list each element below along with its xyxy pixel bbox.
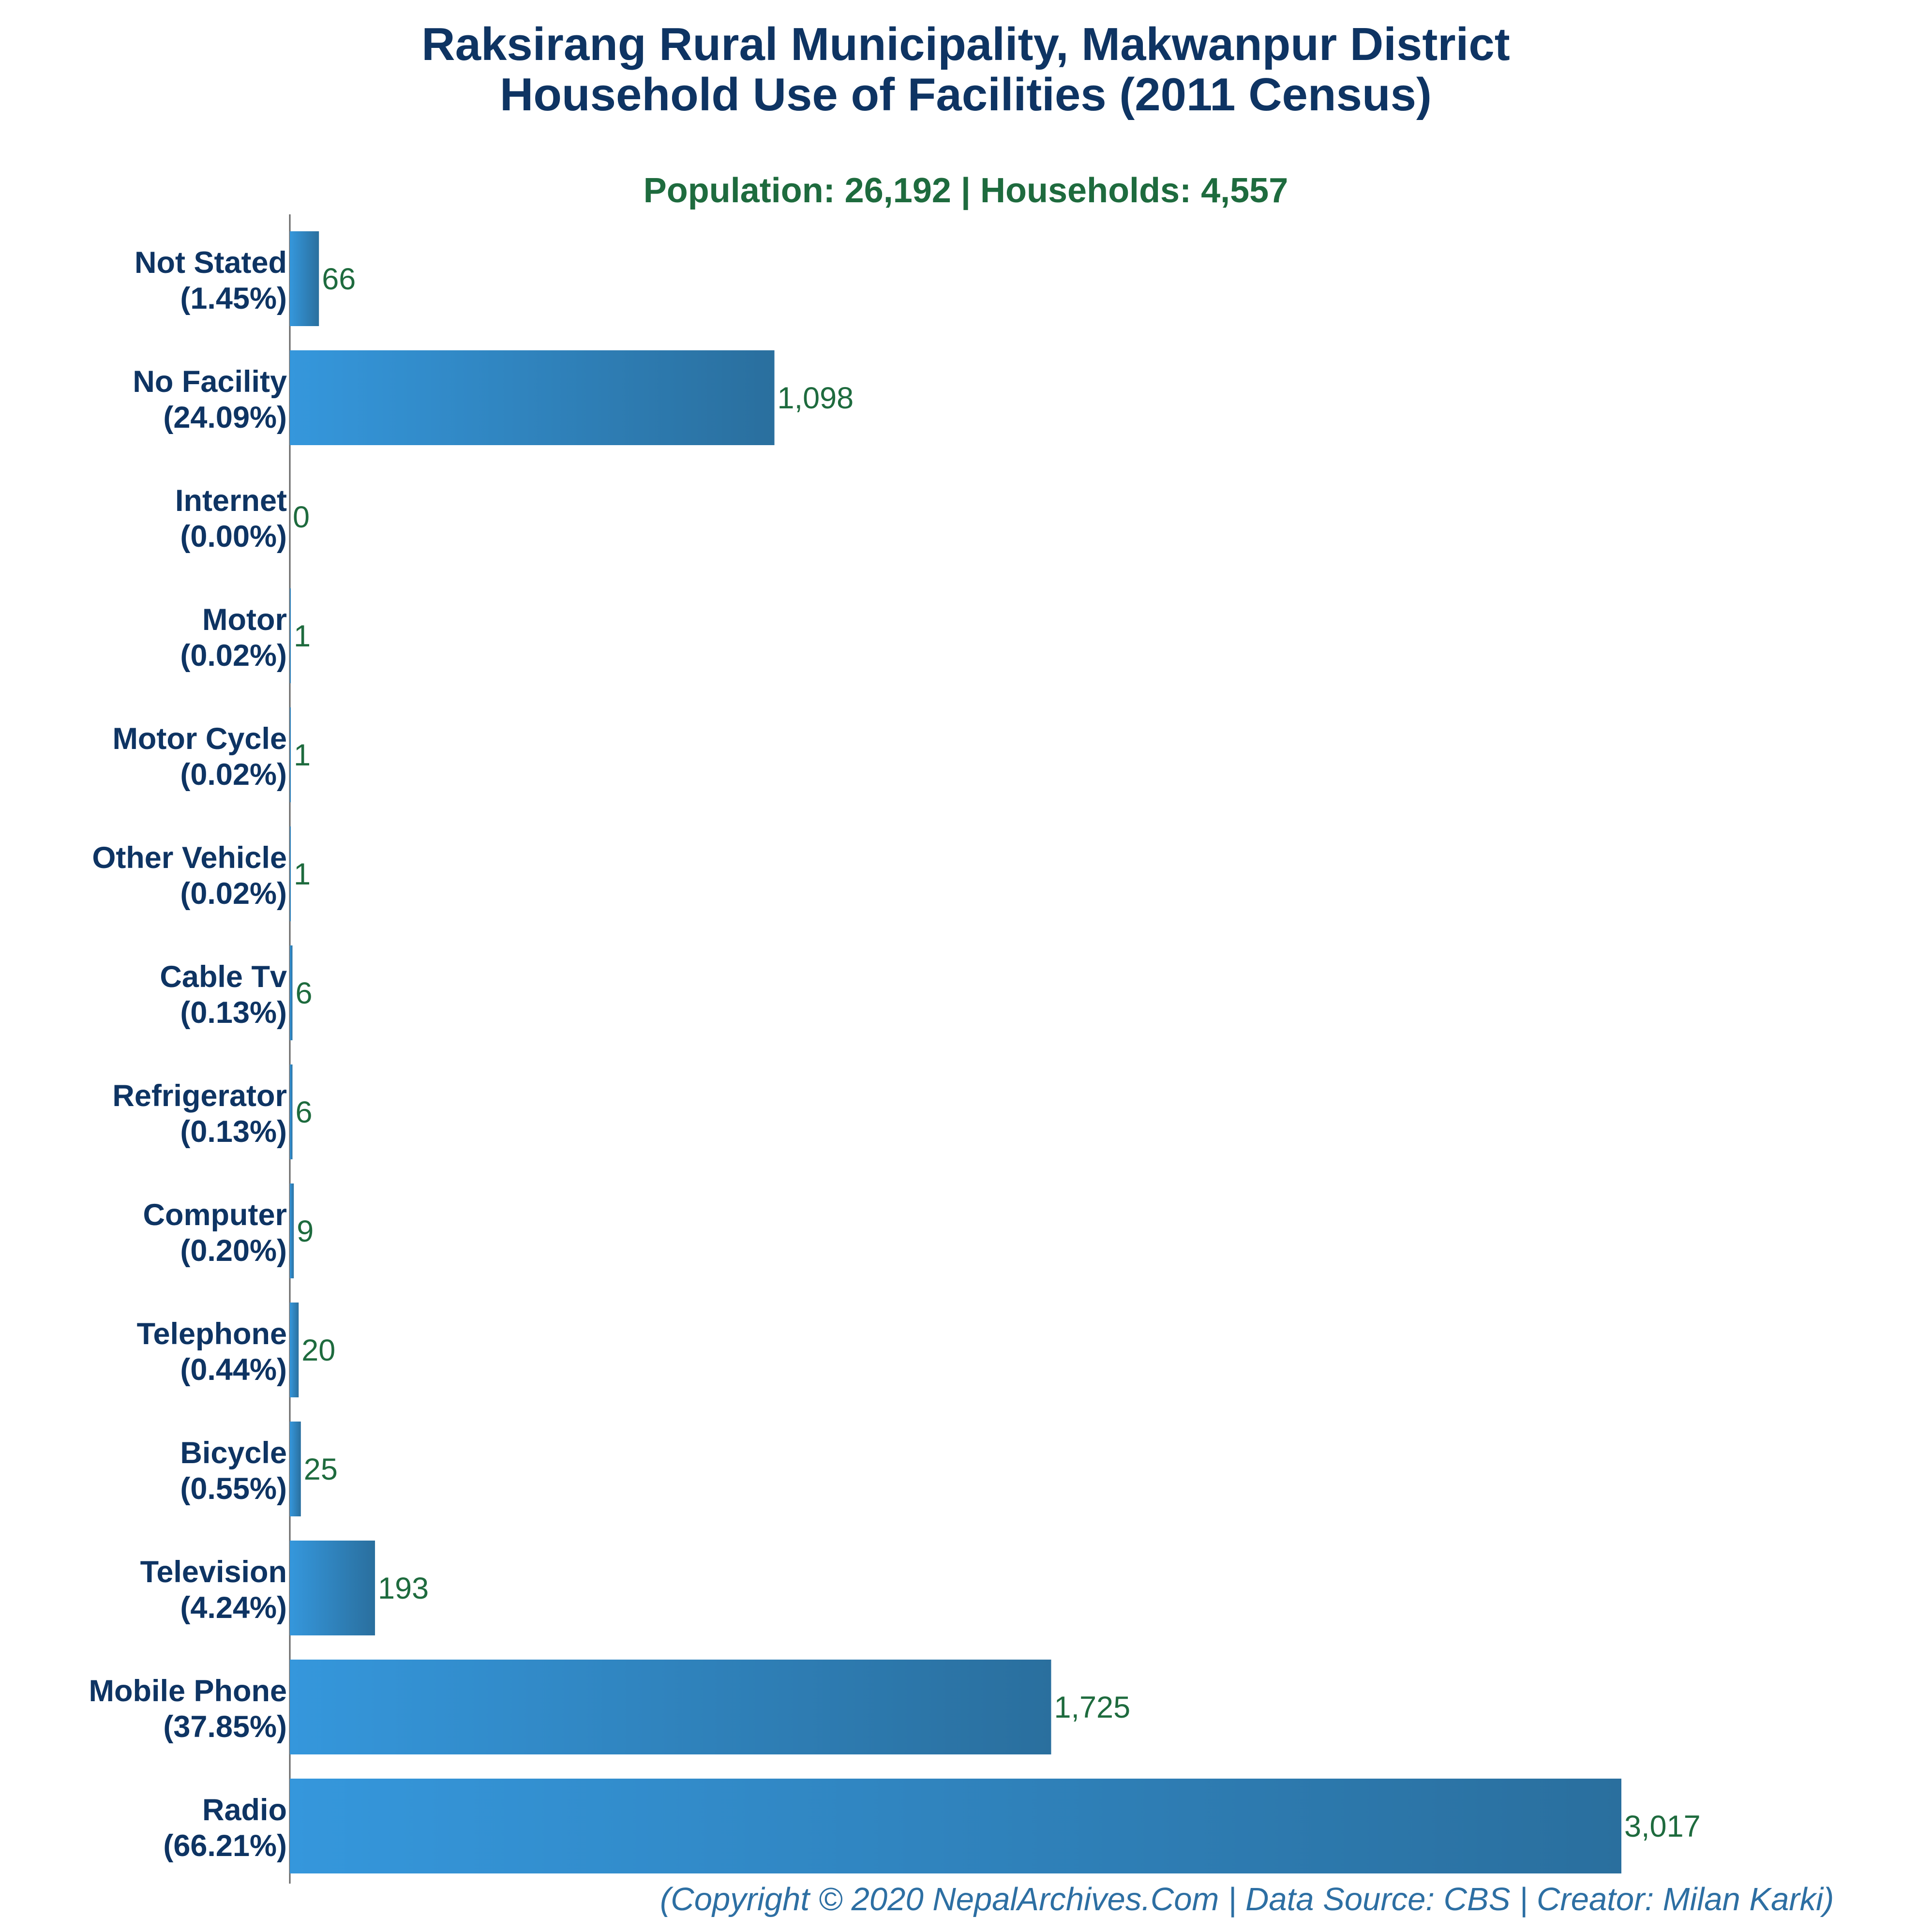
value-label: 9 [297, 1214, 314, 1248]
category-label: Computer (0.20%) [143, 1198, 287, 1268]
bar-bicycle [290, 1422, 301, 1516]
value-label: 20 [301, 1333, 335, 1367]
value-label: 66 [322, 262, 356, 296]
category-labels-group: Not Stated (1.45%) No Facility (24.09%) Inte… [89, 246, 287, 1863]
bar-television [290, 1541, 375, 1635]
value-label: 1,098 [778, 381, 854, 415]
bars-group [290, 231, 1621, 1873]
value-label: 25 [304, 1453, 338, 1486]
value-label: 3,017 [1624, 1810, 1701, 1843]
category-label: Motor Cycle (0.02%) [112, 722, 287, 792]
category-label: No Facility (24.09%) [133, 365, 287, 434]
bar-radio [290, 1779, 1621, 1873]
value-label: 6 [295, 976, 312, 1010]
category-label: Radio (66.21%) [163, 1793, 287, 1863]
category-label: Cable Tv (0.13%) [160, 960, 287, 1030]
bar-other-vehicle [290, 826, 291, 921]
bar-mobile-phone [290, 1660, 1051, 1754]
value-label: 1 [294, 857, 311, 891]
value-label: 0 [293, 500, 310, 534]
value-label: 1,725 [1054, 1691, 1130, 1724]
bar-motor [290, 588, 291, 683]
chart-subtitle: Population: 26,192 | Households: 4,557 [644, 171, 1288, 210]
value-label: 6 [295, 1095, 312, 1129]
bar-telephone [290, 1303, 299, 1397]
chart-title-line-2: Household Use of Facilities (2011 Census… [500, 69, 1432, 120]
category-label: Bicycle (0.55%) [180, 1436, 287, 1506]
category-label: Internet (0.00%) [175, 484, 287, 554]
category-label: Motor (0.02%) [180, 603, 287, 673]
category-label: Not Stated (1.45%) [135, 246, 287, 315]
bar-not-stated [290, 231, 319, 326]
bar-computer [290, 1183, 294, 1278]
category-label: Refrigerator (0.13%) [112, 1079, 287, 1149]
chart-title: Raksirang Rural Municipality, Makwanpur … [421, 18, 1510, 70]
category-label: Mobile Phone (37.85%) [89, 1674, 287, 1744]
value-label: 193 [378, 1572, 429, 1605]
bar-motor-cycle [290, 707, 291, 802]
category-label: Other Vehicle (0.02%) [92, 841, 287, 911]
value-label: 1 [294, 738, 311, 772]
footer-credit: (Copyright © 2020 NepalArchives.Com | Da… [660, 1881, 1834, 1918]
category-label: Television (4.24%) [140, 1555, 287, 1625]
bar-cable-tv [290, 945, 293, 1040]
category-label: Telephone (0.44%) [137, 1317, 287, 1387]
bar-no-facility [290, 350, 775, 445]
bar-refrigerator [290, 1064, 293, 1159]
value-label: 1 [294, 619, 311, 653]
